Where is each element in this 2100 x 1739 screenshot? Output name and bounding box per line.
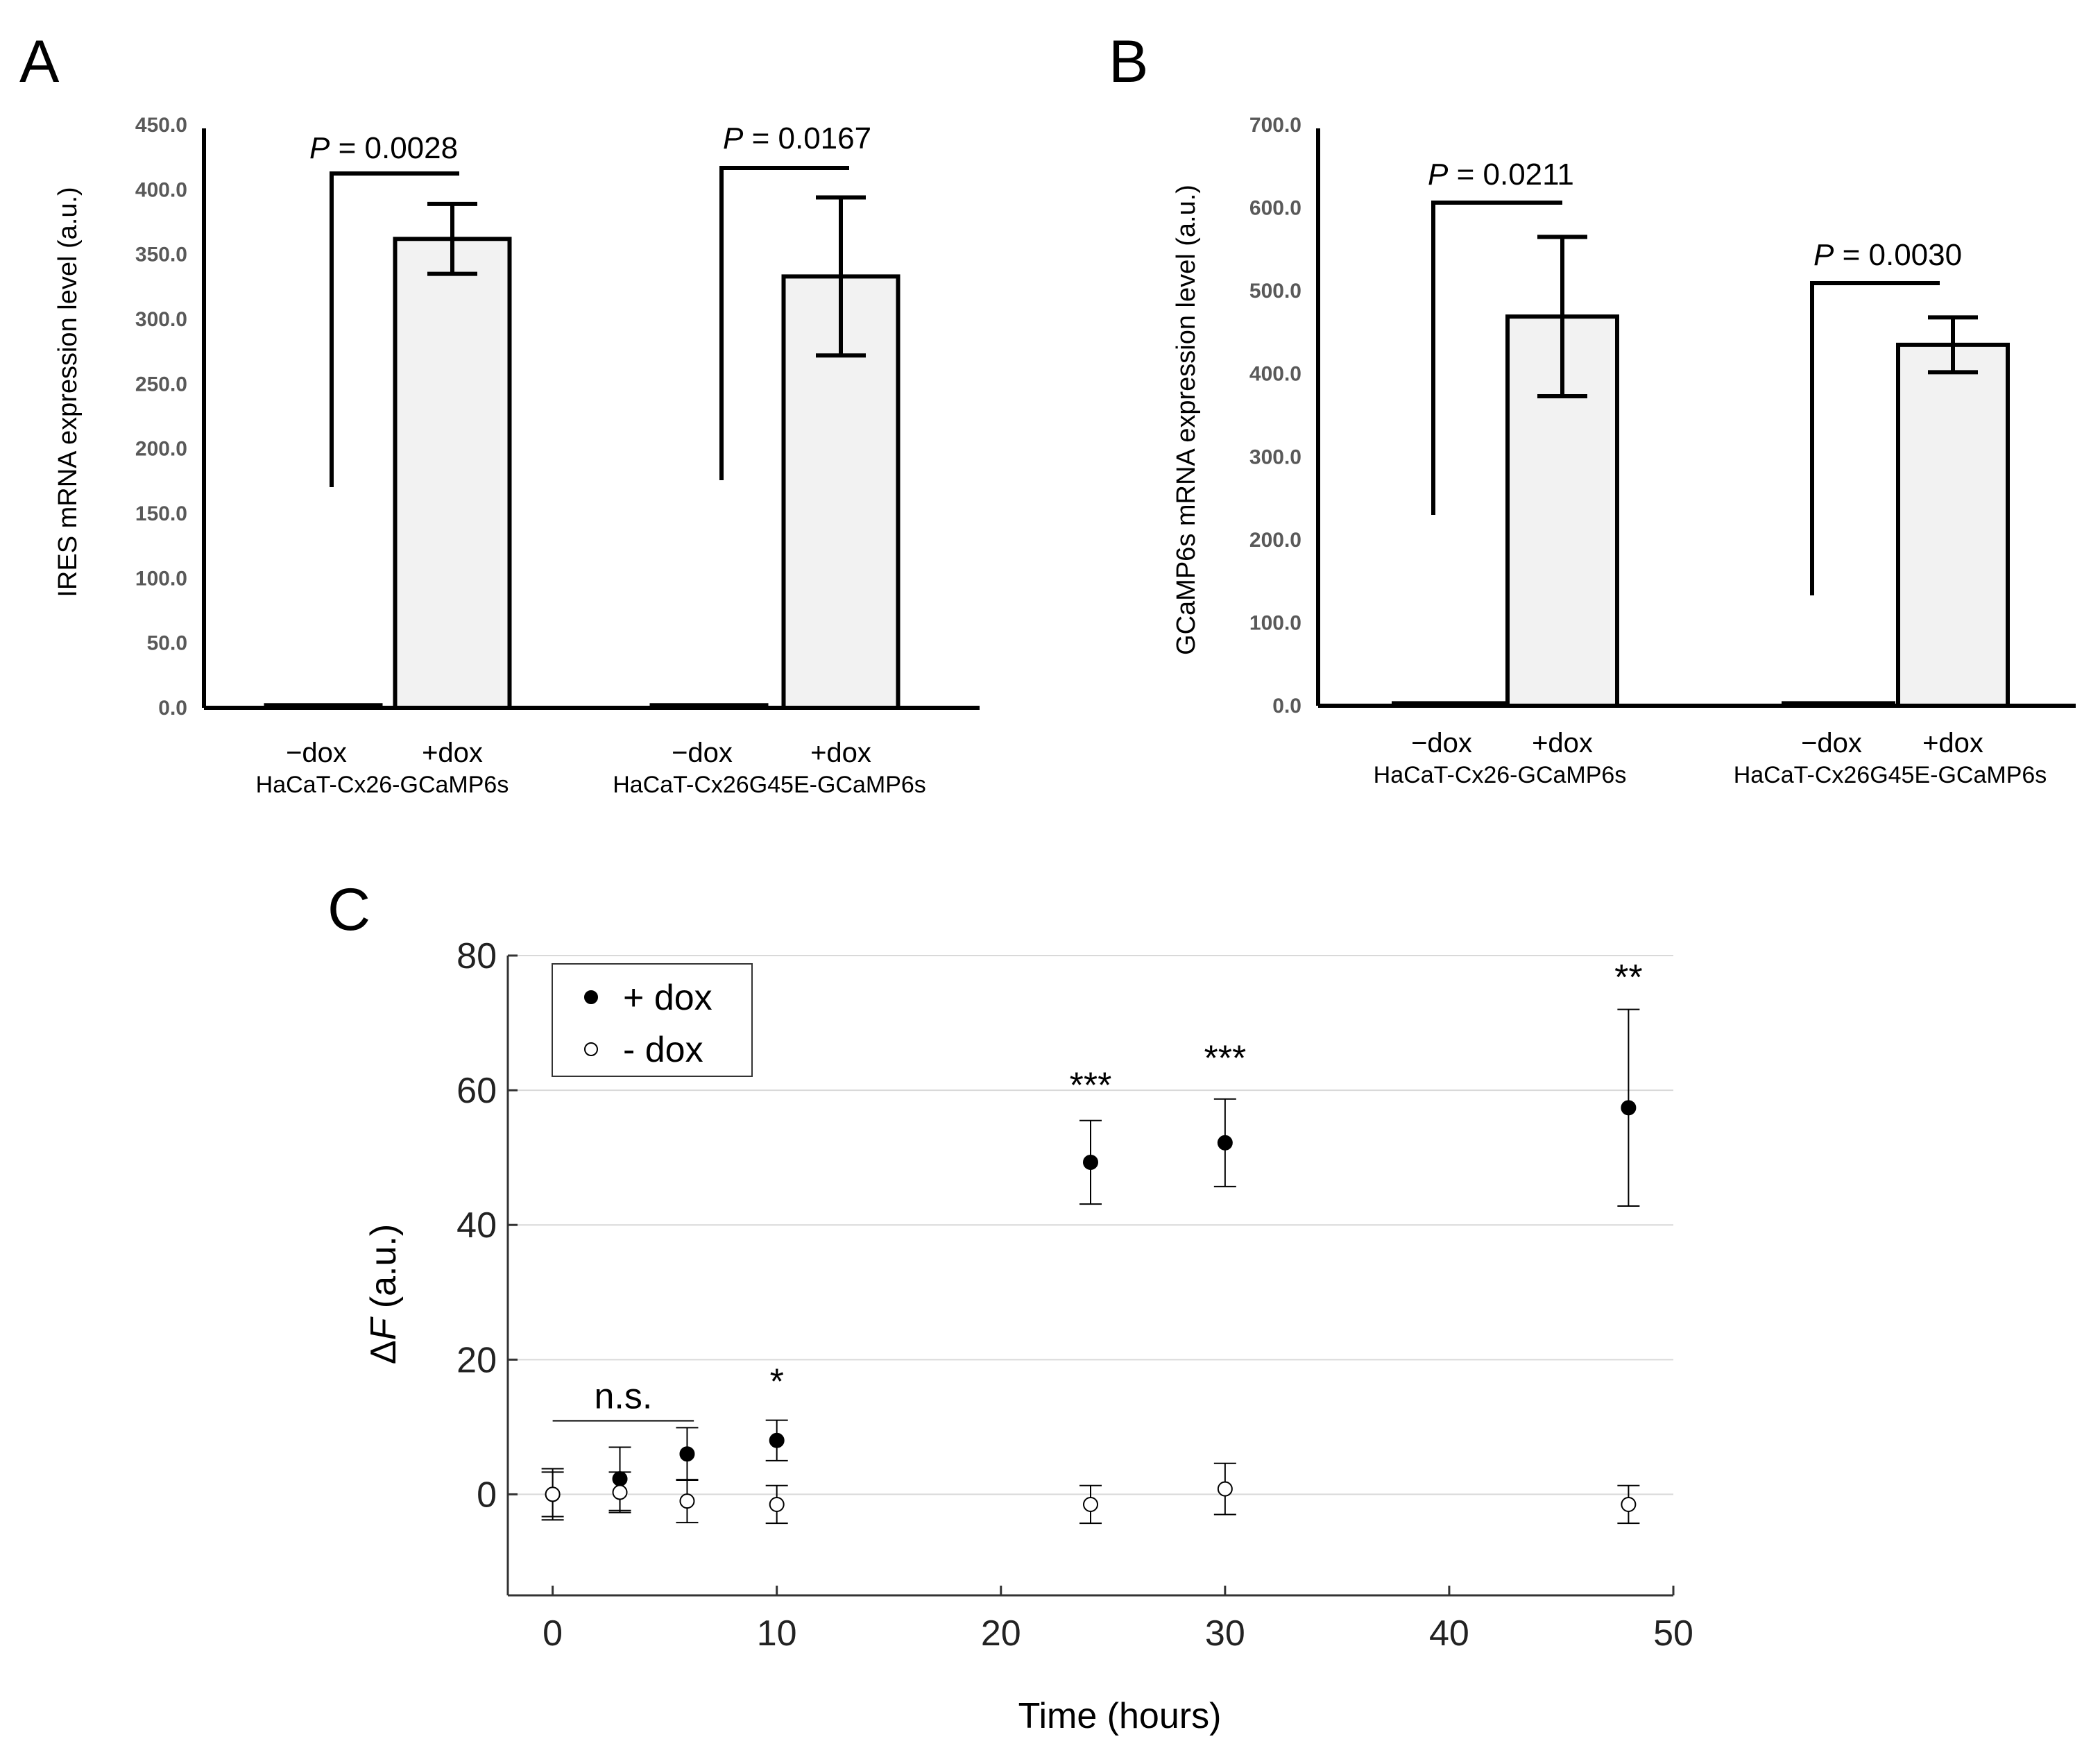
significance-label: *** [1070,1065,1112,1105]
y-tick-label: 300.0 [135,308,187,331]
p-symbol: P [309,131,330,165]
y-tick-label: 0.0 [158,697,187,720]
y-tick-label: 0.0 [1272,695,1301,718]
panel-b-y-axis-label: GCaMP6s mRNA expression level (a.u.) [1172,185,1201,655]
y-tick-label: 450.0 [135,114,187,137]
bar [393,237,512,710]
data-point-minus-dox [679,1493,695,1509]
y-tick-label: 700.0 [1249,114,1301,137]
y-tick-label: 400.0 [135,178,187,201]
x-tick-label: 10 [757,1613,797,1654]
y-unit: (a.u.) [364,1224,404,1318]
data-point-plus-dox [679,1446,695,1462]
y-tick-label: 400.0 [1249,363,1301,386]
y-tick-label: 0 [477,1475,497,1515]
data-point-plus-dox [1621,1100,1637,1116]
y-tick-label: 150.0 [135,502,187,525]
category-label: +dox [1922,728,1983,758]
data-point-minus-dox [545,1486,561,1502]
group-label: HaCaT-Cx26G45E-GCaMP6s [1734,762,2047,788]
category-label: −dox [1411,728,1472,758]
y-tick-label: 200.0 [135,438,187,461]
bar [1392,701,1505,708]
significance-bracket [330,171,459,487]
legend-label: - dox [623,1030,703,1070]
bar [1782,701,1895,708]
significance-bracket [1431,201,1562,515]
p-value: = 0.0211 [1448,158,1573,192]
category-label: +dox [810,738,871,768]
y-tick-label: 50.0 [147,632,187,655]
x-tick-label: 30 [1205,1613,1245,1654]
significance-label: * [770,1361,784,1402]
panel-a-bar-chart: IRES mRNA expression level (a.u.) 0.0 50.… [53,114,980,798]
category-label: −dox [672,738,733,768]
data-point-minus-dox [1217,1481,1233,1497]
p-value: = 0.0028 [330,131,458,165]
delta-symbol: Δ [364,1340,404,1364]
panel-label-b: B [1109,28,1148,95]
panel-c-x-axis-label: Time (hours) [1018,1696,1222,1736]
significance-bracket [1810,281,1940,595]
legend-label: + dox [623,978,712,1018]
significance-label: *** [1204,1039,1246,1079]
p-symbol: P [723,121,744,155]
y-tick-label: 350.0 [135,244,187,266]
p-symbol: P [1813,238,1834,272]
group-label: HaCaT-Cx26G45E-GCaMP6s [613,772,926,798]
significance-label: n.s. [594,1377,652,1417]
p-value-label: P = 0.0211 [1428,158,1574,192]
y-tick-label: 300.0 [1249,446,1301,468]
y-tick-label: 100.0 [1249,611,1301,634]
significance-bracket [719,166,849,480]
y-tick-label: 60 [456,1071,497,1111]
panel-label-a: A [19,28,60,95]
y-tick-label: 80 [456,936,497,976]
x-tick-label: 40 [1429,1613,1469,1654]
p-symbol: P [1428,158,1449,192]
data-point-minus-dox [769,1496,785,1512]
legend-marker-minus-dox [584,1042,598,1056]
y-tick-label: 200.0 [1249,529,1301,552]
x-tick-label: 0 [543,1613,563,1654]
x-tick-label: 20 [981,1613,1021,1654]
category-label: −dox [1801,728,1862,758]
y-tick-label: 250.0 [135,373,187,396]
y-tick-label: 500.0 [1249,280,1301,303]
y-tick-label: 600.0 [1249,197,1301,220]
data-point-plus-dox [769,1432,785,1448]
group-label: HaCaT-Cx26-GCaMP6s [256,772,509,798]
category-label: +dox [422,738,483,768]
y-tick-label: 40 [456,1205,497,1246]
category-label: −dox [286,738,347,768]
y-tick-label: 20 [456,1340,497,1380]
data-point-plus-dox [1083,1154,1098,1170]
y-variable: F [364,1316,404,1340]
p-value: = 0.0030 [1834,238,1962,272]
p-value-label: P = 0.0028 [309,131,458,165]
panel-b-bar-chart: GCaMP6s mRNA expression level (a.u.) 0.0… [1172,114,2076,788]
p-value-label: P = 0.0030 [1813,238,1962,272]
x-tick-label: 50 [1653,1613,1693,1654]
bar [1896,342,2010,709]
y-tick-label: 100.0 [135,567,187,590]
data-point-minus-dox [612,1484,628,1500]
panel-label-c: C [327,876,370,943]
group-label: HaCaT-Cx26-GCaMP6s [1374,762,1627,788]
legend-box [552,963,753,1077]
panel-a-y-axis-label: IRES mRNA expression level (a.u.) [53,187,83,597]
bar [649,703,769,710]
legend-marker-plus-dox [584,990,598,1004]
panel-c-y-axis-label: ΔF (a.u.) [364,1224,404,1364]
bar [264,703,383,710]
significance-label: ** [1614,958,1642,998]
category-label: +dox [1532,728,1593,758]
p-value-label: P = 0.0167 [723,121,871,155]
data-point-plus-dox [1217,1135,1233,1151]
p-value: = 0.0167 [743,121,871,155]
data-point-minus-dox [1621,1496,1637,1512]
panel-c-scatter-plot: Time (hours) ΔF (a.u.) 0 20 40 60 80 0 10 20 30 4… [364,936,1693,1736]
data-point-minus-dox [1083,1496,1098,1512]
